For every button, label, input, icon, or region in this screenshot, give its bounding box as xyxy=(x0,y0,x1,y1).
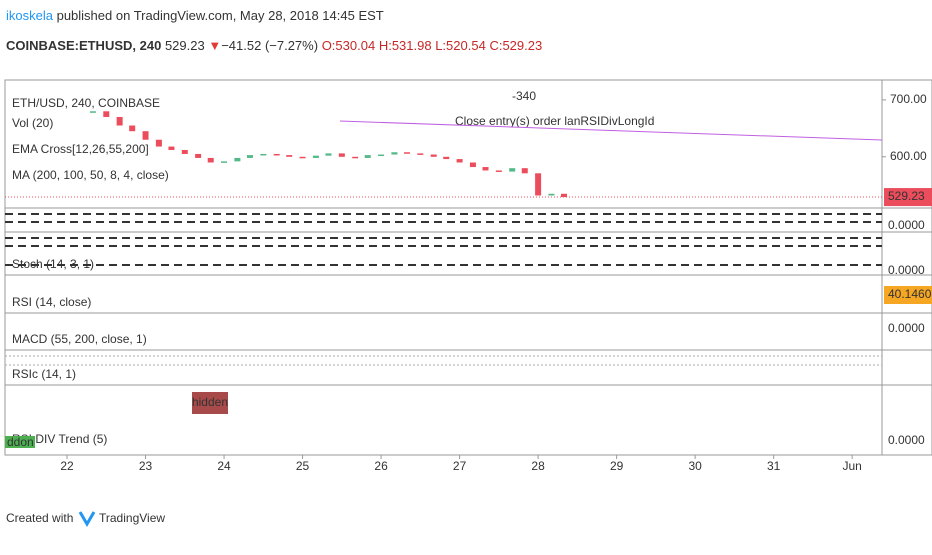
candle xyxy=(246,155,253,158)
candle xyxy=(352,156,359,159)
candle xyxy=(168,146,175,150)
pane-label: RSI DIV Trend (5) xyxy=(12,432,107,446)
indicator-label: Vol (20) xyxy=(12,116,53,130)
candle xyxy=(207,157,214,163)
logo xyxy=(78,511,96,527)
low: L:520.54 xyxy=(435,38,486,53)
annotation: Close entry(s) order lanRSIDivLongId xyxy=(455,114,654,128)
symbol: COINBASE:ETHUSD, 240 xyxy=(6,38,161,53)
change: −41.52 (−7.27%) xyxy=(221,38,318,53)
y-tick-label: 700.00 xyxy=(890,92,927,106)
marker-box xyxy=(5,436,35,448)
close: C:529.23 xyxy=(489,38,542,53)
candle xyxy=(403,152,410,154)
candle xyxy=(286,155,293,157)
pane-label: RSIc (14, 1) xyxy=(12,367,76,381)
x-tick-label: 30 xyxy=(688,459,702,473)
candle xyxy=(195,153,202,158)
header-line: ikoskela published on TradingView.com, M… xyxy=(6,8,384,23)
candle xyxy=(417,153,424,155)
arrow: ▼ xyxy=(208,38,221,53)
pane-axis-label: 40.1460 xyxy=(888,287,932,301)
pane-label: Stoch (14, 3, 1) xyxy=(12,257,94,271)
pane-axis-label: 0.0000 xyxy=(888,218,925,232)
candle xyxy=(456,159,463,163)
x-tick-label: Jun xyxy=(842,459,861,473)
pane-axis-label: 0.0000 xyxy=(888,263,925,277)
series-name: ETH/USD, 240, COINBASE xyxy=(12,96,160,110)
indicator-label: EMA Cross[12,26,55,200] xyxy=(12,142,149,156)
candle xyxy=(142,131,149,140)
footer-created: Created with xyxy=(6,511,73,525)
candle xyxy=(495,170,502,172)
candle xyxy=(260,153,267,156)
pane-axis-label: 0.0000 xyxy=(888,321,925,335)
candle xyxy=(312,155,319,158)
candle xyxy=(221,161,228,163)
x-tick-label: 24 xyxy=(217,459,231,473)
candle xyxy=(299,156,306,159)
pane-axis-label: 0.0000 xyxy=(888,433,925,447)
marker: hidden xyxy=(192,395,228,409)
candle xyxy=(129,125,136,132)
author[interactable]: ikoskela xyxy=(6,8,54,23)
x-tick-label: 22 xyxy=(60,459,74,473)
x-tick-label: 25 xyxy=(296,459,310,473)
high: H:531.98 xyxy=(379,38,432,53)
candle xyxy=(89,111,96,113)
last: 529.23 xyxy=(165,38,205,53)
published: published on TradingView.com, May 28, 20… xyxy=(57,8,384,23)
candle xyxy=(561,193,568,198)
x-tick-label: 27 xyxy=(453,459,467,473)
x-tick-label: 26 xyxy=(374,459,388,473)
x-tick-label: 23 xyxy=(139,459,153,473)
candle xyxy=(181,149,188,154)
last-price-label: 529.23 xyxy=(888,189,925,203)
candle xyxy=(364,155,371,158)
chart-frame xyxy=(4,79,932,456)
marker-box xyxy=(192,392,228,414)
x-tick-label: 29 xyxy=(610,459,624,473)
open: O:530.04 xyxy=(322,38,376,53)
axis-badge xyxy=(884,286,932,304)
indicator-label: MA (200, 100, 50, 8, 4, close) xyxy=(12,168,169,182)
symbol-line: COINBASE:ETHUSD, 240 529.23 ▼−41.52 (−7.… xyxy=(6,38,542,53)
candle xyxy=(116,116,123,126)
annotation: -340 xyxy=(512,89,536,103)
x-tick-label: 28 xyxy=(531,459,545,473)
candle xyxy=(469,162,476,168)
candle xyxy=(273,153,280,156)
x-tick-label: 31 xyxy=(767,459,781,473)
pane-label: RSI (14, close) xyxy=(12,295,91,309)
marker: ddon xyxy=(7,435,34,449)
candle xyxy=(482,167,489,171)
candle xyxy=(378,154,385,157)
candle xyxy=(338,153,345,157)
candle xyxy=(391,152,398,155)
candle xyxy=(548,193,555,196)
y-tick-label: 600.00 xyxy=(890,149,927,163)
last-price-badge xyxy=(884,188,932,207)
candle xyxy=(430,154,437,157)
candle xyxy=(103,111,110,117)
candle xyxy=(535,173,542,196)
candle xyxy=(325,153,332,156)
candle xyxy=(234,157,241,162)
candle xyxy=(443,156,450,160)
trend-line xyxy=(339,120,883,141)
candle xyxy=(521,168,528,174)
pane-label: MACD (55, 200, close, 1) xyxy=(12,332,147,346)
candle xyxy=(509,168,516,172)
footer-brand[interactable]: TradingView xyxy=(99,511,165,525)
candle xyxy=(155,139,162,147)
